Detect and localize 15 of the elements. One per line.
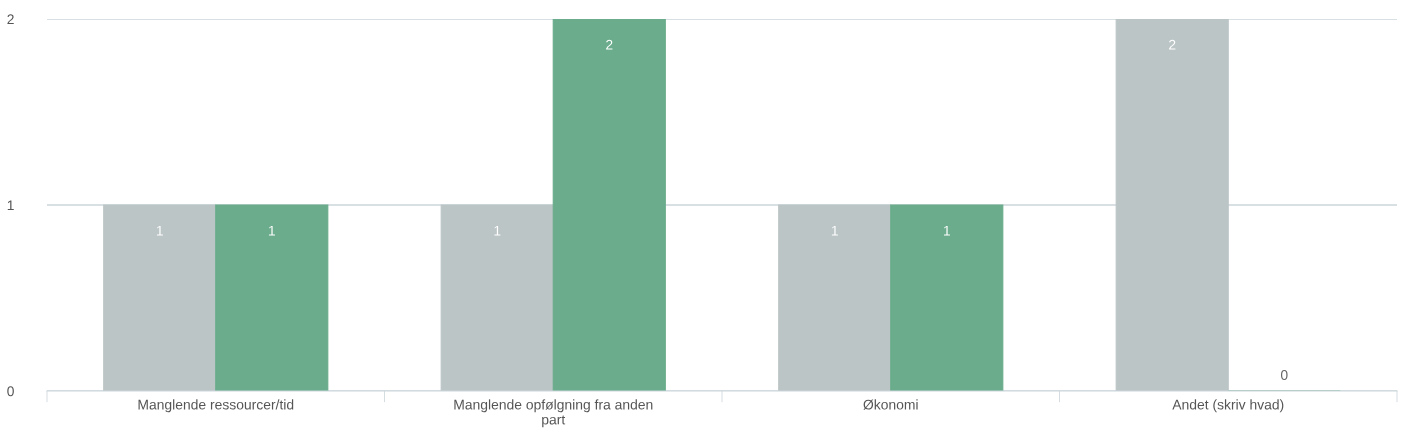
data-label: 0	[1280, 370, 1288, 380]
y-tick-label: 0	[7, 386, 14, 397]
data-label: 1	[156, 225, 163, 236]
x-tick-label: Manglende ressourcer/tid	[138, 399, 294, 413]
data-label: 2	[1169, 39, 1176, 50]
data-label: 2	[606, 39, 613, 50]
x-tick-label: Manglende opfølgning fra anden part	[454, 399, 653, 428]
data-label: 1	[268, 225, 275, 236]
data-label: 1	[494, 225, 501, 236]
y-tick-label: 2	[7, 14, 14, 25]
x-tick-label: Andet (skriv hvad)	[1172, 399, 1284, 413]
data-label: 1	[943, 225, 950, 236]
data-label: 1	[831, 225, 838, 236]
y-tick-label: 1	[7, 200, 14, 211]
x-tick-label: Økonomi	[863, 399, 918, 410]
